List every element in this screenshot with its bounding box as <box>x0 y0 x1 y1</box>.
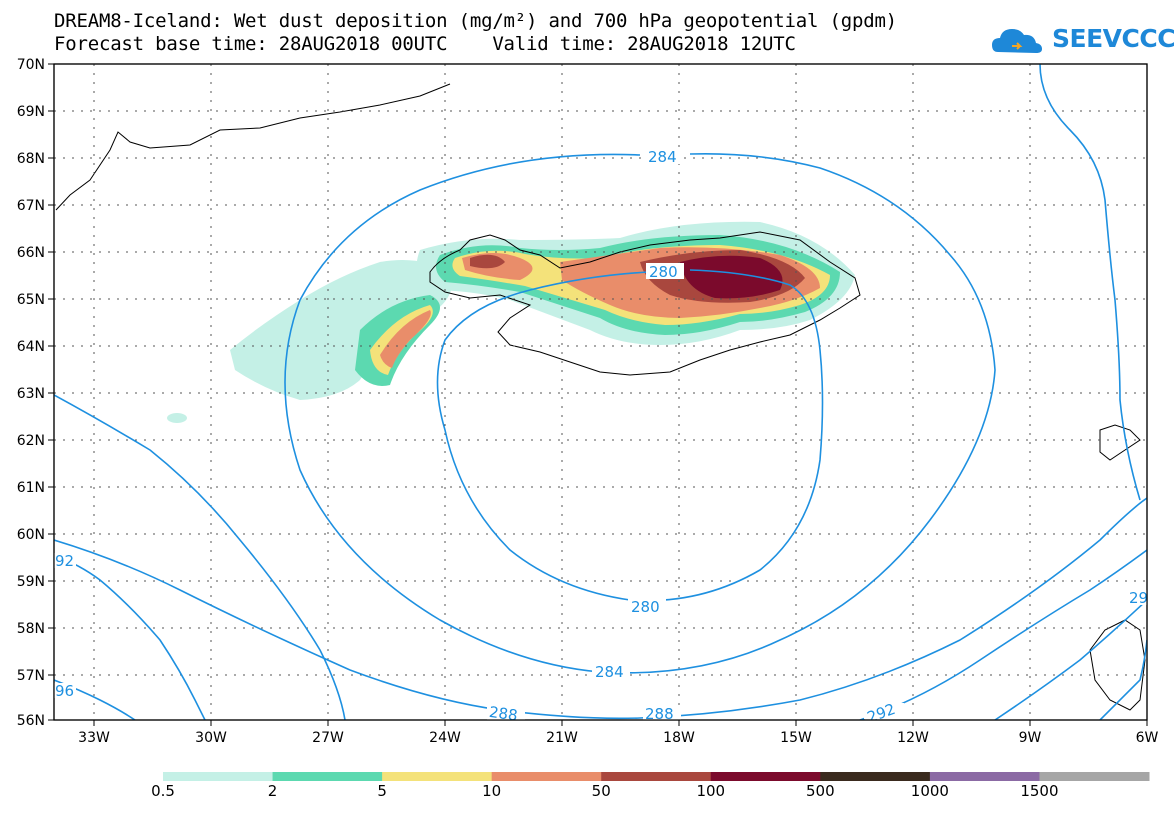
graticule <box>54 64 1147 720</box>
lon-label: 12W <box>897 730 929 746</box>
colorbar-segment <box>820 772 931 781</box>
lat-label: 65N <box>17 292 45 308</box>
lat-label: 60N <box>17 527 45 543</box>
lat-label: 56N <box>17 713 45 729</box>
lat-label: 58N <box>17 621 45 637</box>
colorbar-segment <box>382 772 493 781</box>
lon-label: 24W <box>429 730 461 746</box>
axis-ticks <box>48 63 1148 726</box>
lat-label: 66N <box>17 245 45 261</box>
contour-284-upper <box>284 152 996 674</box>
lon-label: 33W <box>78 730 110 746</box>
lat-label: 69N <box>17 104 45 120</box>
lat-label: 64N <box>17 339 45 355</box>
contour-92-left <box>54 554 206 720</box>
colorbar-segment <box>272 772 383 781</box>
colorbar-label: 5 <box>377 782 387 800</box>
colorbar-label: 500 <box>806 782 835 800</box>
colorbar-segment <box>1039 772 1150 781</box>
svg-text:284: 284 <box>648 148 677 166</box>
lon-label: 6W <box>1136 730 1159 746</box>
logo-text: SEEVCCC <box>1052 24 1175 53</box>
colorbar-label: 10 <box>482 782 502 800</box>
svg-text:284: 284 <box>595 663 624 681</box>
colorbar <box>163 772 1150 781</box>
longitude-labels: 33W 30W 27W 24W 21W 18W 15W 12W 9W 6W <box>78 730 1158 746</box>
svg-text:96: 96 <box>55 682 74 700</box>
contour-288 <box>54 497 1147 720</box>
svg-text:280: 280 <box>631 598 660 616</box>
colorbar-label: 100 <box>696 782 726 800</box>
colorbar-label: 50 <box>591 782 611 800</box>
svg-text:29: 29 <box>1129 589 1148 607</box>
contour-292-right <box>859 549 1147 720</box>
lat-label: 59N <box>17 574 45 590</box>
lat-label: 68N <box>17 151 45 167</box>
lat-label: 62N <box>17 433 45 449</box>
contour-292-left <box>54 394 346 720</box>
contour-east <box>1039 64 1141 501</box>
contour-east-low <box>994 599 1147 720</box>
colorbar-label: 1000 <box>910 782 949 800</box>
colorbar-segment <box>601 772 712 781</box>
colorbar-segment <box>491 772 602 781</box>
chart-title: DREAM8-Iceland: Wet dust deposition (mg/… <box>54 10 897 32</box>
colorbar-segment <box>163 772 274 781</box>
lat-label: 57N <box>17 668 45 684</box>
svg-text:288: 288 <box>488 703 519 725</box>
map-frame <box>53 63 1148 721</box>
lon-label: 9W <box>1019 730 1042 746</box>
lat-label: 63N <box>17 386 45 402</box>
coastlines <box>55 83 1146 711</box>
colorbar-label: 2 <box>267 782 278 800</box>
svg-text:92: 92 <box>55 552 74 570</box>
colorbar-label: 1500 <box>1020 782 1059 800</box>
lat-label: 67N <box>17 198 45 214</box>
contour-labels: 284 280 280 284 288 288 292 92 96 29 <box>54 148 1148 725</box>
contour-east-29 <box>1099 639 1147 720</box>
lon-label: 15W <box>780 730 812 746</box>
chart-subtitle: Forecast base time: 28AUG2018 00UTC Vali… <box>54 33 796 55</box>
svg-text:288: 288 <box>645 705 674 723</box>
lat-label: 61N <box>17 480 45 496</box>
svg-text:280: 280 <box>649 263 678 281</box>
lon-label: 27W <box>312 730 344 746</box>
colorbar-segment <box>710 772 821 781</box>
lat-label: 70N <box>17 57 45 73</box>
lon-label: 30W <box>195 730 227 746</box>
latitude-labels: 70N 69N 68N 67N 66N 65N 64N 63N 62N 61N … <box>17 57 45 729</box>
cloud-logo-icon <box>992 29 1042 53</box>
colorbar-label: 0.5 <box>151 782 175 800</box>
colorbar-segment <box>929 772 1040 781</box>
lon-label: 18W <box>663 730 695 746</box>
lon-label: 21W <box>546 730 578 746</box>
